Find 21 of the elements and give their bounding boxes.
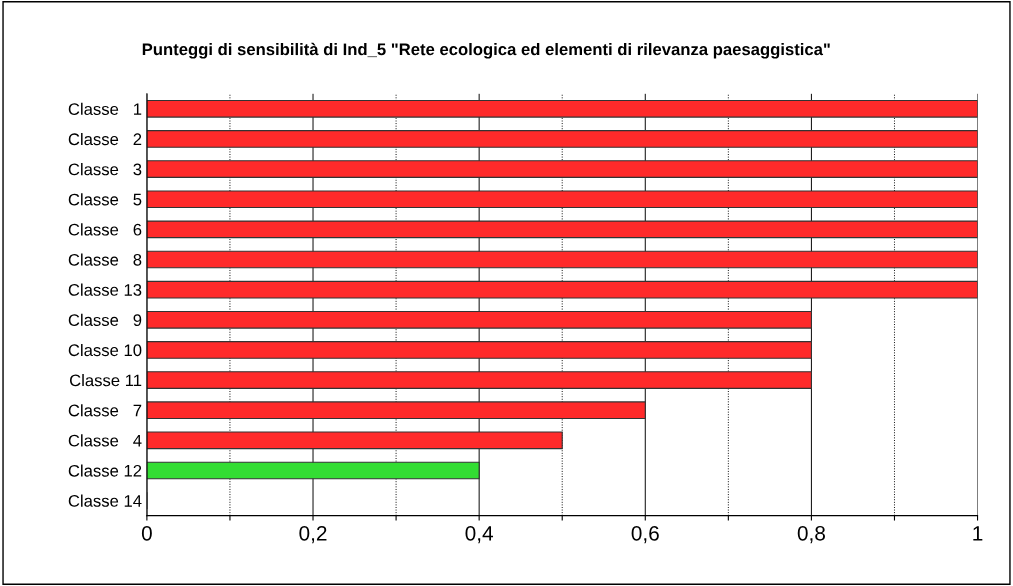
x-tick-label: 0	[141, 525, 152, 541]
y-tick-label: Classe 6	[68, 223, 142, 236]
y-tick-label: Classe 14	[68, 494, 142, 507]
y-tick-label: Classe 11	[69, 374, 142, 387]
chart-title: Punteggi di sensibilità di Ind_5 "Rete ecologica ed elementi di rilevanza paesaggistica"	[142, 42, 830, 59]
y-tick-label: Classe 9	[68, 313, 142, 326]
y-tick-label: Classe 8	[68, 253, 142, 266]
y-tick-label: Classe 7	[68, 404, 142, 417]
y-tick-label: Classe 5	[68, 193, 142, 206]
x-tick-label: 0,6	[631, 525, 659, 544]
y-tick-label: Classe 3	[68, 163, 142, 176]
y-tick-label: Classe 12	[68, 464, 142, 477]
x-tick-label: 0,4	[465, 525, 494, 544]
y-tick-label: Classe 1	[68, 102, 142, 116]
y-tick-label: Classe 13	[68, 283, 142, 296]
y-tick-label: Classe 2	[68, 132, 142, 146]
y-tick-label: Classe 10	[68, 343, 142, 357]
x-tick-label: 0,8	[797, 525, 825, 544]
x-tick-label: 1	[973, 526, 983, 541]
y-tick-label: Classe 4	[68, 434, 142, 447]
x-tick-label: 0,2	[299, 525, 327, 544]
